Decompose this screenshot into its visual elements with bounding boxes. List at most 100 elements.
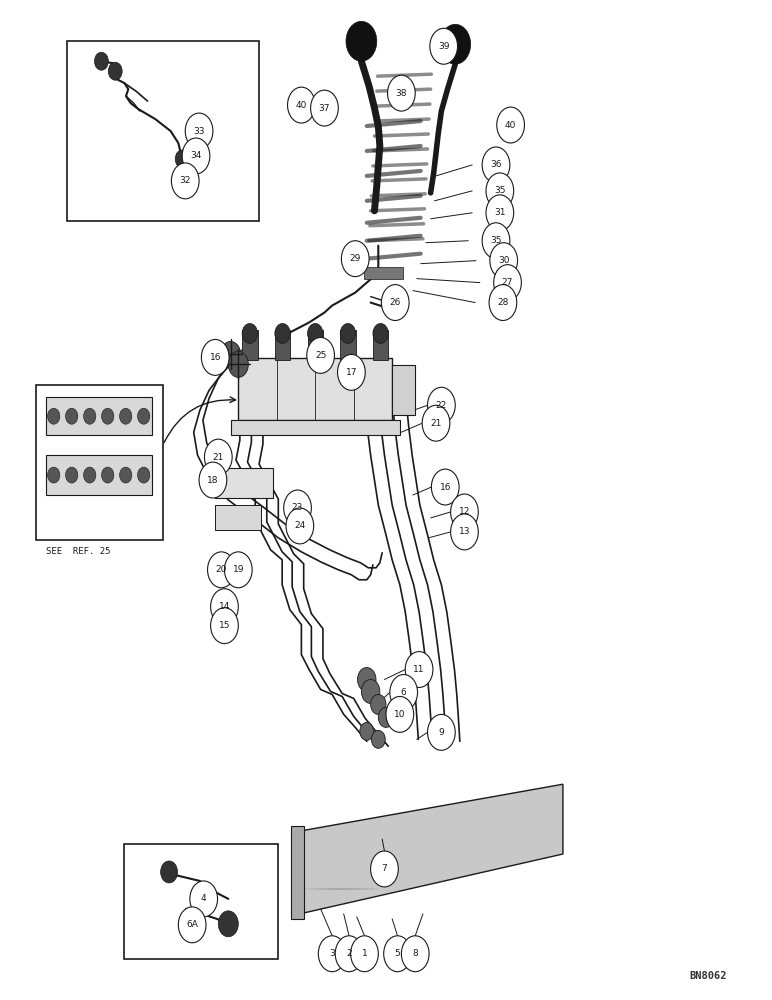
Text: 6A: 6A <box>186 920 198 929</box>
Circle shape <box>451 494 479 530</box>
Circle shape <box>310 90 338 126</box>
Bar <box>215 468 273 498</box>
Circle shape <box>208 552 235 588</box>
Bar <box>215 505 262 530</box>
Text: 38: 38 <box>395 89 407 98</box>
Circle shape <box>275 323 290 343</box>
Text: 24: 24 <box>294 521 306 530</box>
Circle shape <box>357 668 376 691</box>
Circle shape <box>493 265 521 301</box>
Polygon shape <box>300 784 563 914</box>
Polygon shape <box>290 826 303 919</box>
Text: 14: 14 <box>218 602 230 611</box>
Text: 36: 36 <box>490 160 502 169</box>
Text: 3: 3 <box>330 949 335 958</box>
Circle shape <box>120 467 132 483</box>
Circle shape <box>401 936 429 972</box>
Bar <box>275 330 290 360</box>
Text: 11: 11 <box>413 665 425 674</box>
Text: 40: 40 <box>505 121 516 130</box>
Text: 19: 19 <box>232 565 244 574</box>
Text: 16: 16 <box>439 483 451 492</box>
Text: 28: 28 <box>497 298 509 307</box>
Text: 20: 20 <box>215 565 227 574</box>
Circle shape <box>346 21 377 61</box>
Circle shape <box>66 408 78 424</box>
Circle shape <box>48 408 60 424</box>
Circle shape <box>201 339 229 375</box>
Text: 10: 10 <box>394 710 405 719</box>
Text: 15: 15 <box>218 621 230 630</box>
Circle shape <box>384 936 411 972</box>
Circle shape <box>178 907 206 943</box>
Circle shape <box>390 675 418 710</box>
Circle shape <box>428 714 455 750</box>
Circle shape <box>199 462 227 498</box>
Circle shape <box>94 52 108 70</box>
Circle shape <box>102 467 113 483</box>
Circle shape <box>428 387 455 423</box>
Text: 21: 21 <box>212 453 224 462</box>
Circle shape <box>430 28 458 64</box>
Circle shape <box>350 936 378 972</box>
Circle shape <box>182 138 210 174</box>
Circle shape <box>242 323 258 343</box>
Circle shape <box>286 508 313 544</box>
Text: 26: 26 <box>390 298 401 307</box>
Text: 22: 22 <box>435 401 447 410</box>
Circle shape <box>371 730 385 748</box>
Bar <box>392 365 415 415</box>
Circle shape <box>175 150 189 168</box>
Circle shape <box>440 24 471 64</box>
Circle shape <box>83 408 96 424</box>
Bar <box>373 330 388 360</box>
Text: 16: 16 <box>209 353 221 362</box>
Circle shape <box>108 62 122 80</box>
Circle shape <box>83 467 96 483</box>
Circle shape <box>229 351 249 377</box>
Circle shape <box>218 911 239 937</box>
Bar <box>239 358 392 420</box>
Circle shape <box>318 936 346 972</box>
Text: 21: 21 <box>430 419 442 428</box>
Text: 17: 17 <box>346 368 357 377</box>
Circle shape <box>489 285 516 321</box>
Text: 37: 37 <box>319 104 330 113</box>
Text: 29: 29 <box>350 254 361 263</box>
Text: 34: 34 <box>191 151 201 160</box>
Text: BN8062: BN8062 <box>690 971 727 981</box>
Bar <box>242 330 258 360</box>
Circle shape <box>221 341 241 367</box>
Text: 40: 40 <box>296 101 307 110</box>
Circle shape <box>66 467 78 483</box>
Text: 8: 8 <box>412 949 418 958</box>
Text: SEE  REF. 25: SEE REF. 25 <box>46 547 110 556</box>
Circle shape <box>211 589 239 625</box>
Circle shape <box>171 163 199 199</box>
Text: 30: 30 <box>498 256 510 265</box>
Circle shape <box>360 722 374 740</box>
Circle shape <box>378 707 394 727</box>
Text: 1: 1 <box>361 949 367 958</box>
Text: 23: 23 <box>292 503 303 512</box>
Text: 33: 33 <box>193 127 205 136</box>
Text: 4: 4 <box>201 894 206 903</box>
Circle shape <box>371 694 386 714</box>
Circle shape <box>287 87 315 123</box>
Circle shape <box>161 861 178 883</box>
Text: 32: 32 <box>180 176 191 185</box>
Text: 35: 35 <box>490 236 502 245</box>
Circle shape <box>371 851 398 887</box>
Circle shape <box>373 323 388 343</box>
Text: 6: 6 <box>401 688 407 697</box>
Circle shape <box>337 354 365 390</box>
Bar <box>36 385 163 540</box>
Circle shape <box>496 107 524 143</box>
Bar <box>340 330 356 360</box>
Circle shape <box>386 696 414 732</box>
Circle shape <box>361 680 380 703</box>
Circle shape <box>482 147 510 183</box>
Circle shape <box>486 173 513 209</box>
Bar <box>46 397 152 435</box>
Circle shape <box>307 323 323 343</box>
